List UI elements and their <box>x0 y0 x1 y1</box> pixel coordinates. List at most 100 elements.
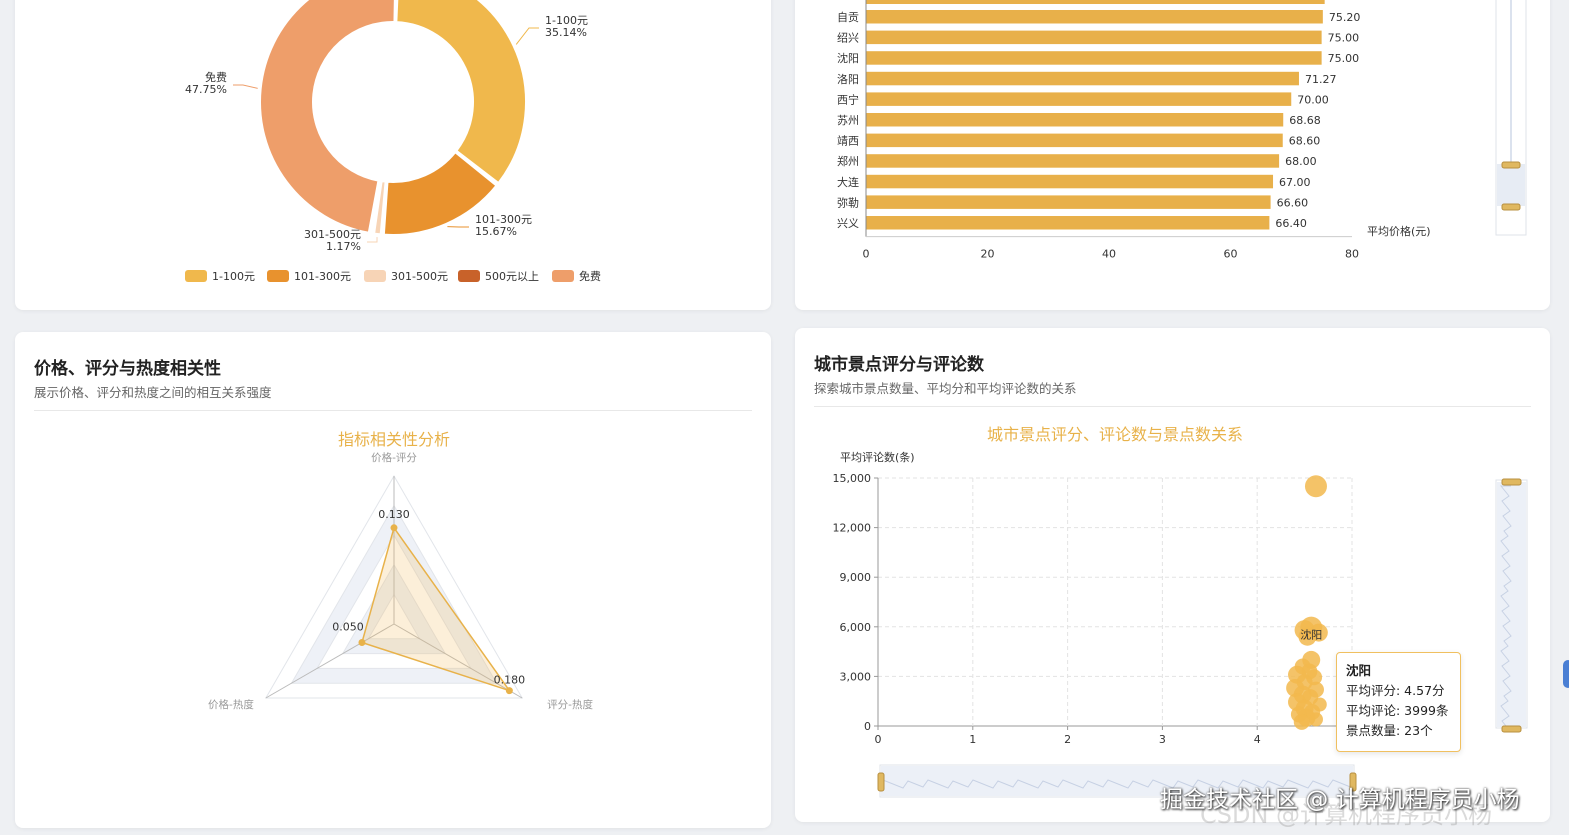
radar-point <box>505 687 513 695</box>
slice-percent: 1.17% <box>326 240 361 253</box>
chart-tooltip: 沈阳 平均评分: 4.57分 平均评论: 3999条 景点数量: 23个 <box>1336 652 1461 752</box>
x-tick-label: 3 <box>1159 733 1166 746</box>
radar-value-label: 0.180 <box>494 674 526 687</box>
y-tick-label: 弥勒 <box>837 195 859 209</box>
bar-value-label: 75.20 <box>1329 11 1361 24</box>
radar-indicator: 价格-热度 <box>208 698 254 711</box>
legend-item: 1-100元 <box>212 270 255 283</box>
bar <box>866 51 1322 65</box>
city-price-card: 自贡 75.20 绍兴 75.00 沈阳 75.00 洛阳 71.27 西宁 70.00 苏州 68.… <box>795 0 1550 310</box>
bar-value-label: 66.40 <box>1275 217 1307 230</box>
y-tick-label: 0 <box>864 720 871 733</box>
x-tick-label: 0 <box>875 733 882 746</box>
card-subtitle: 探索城市景点数量、平均分和平均评论数的关系 <box>814 381 1077 396</box>
zoom-handle <box>1501 203 1521 211</box>
radar-value-label: 0.130 <box>378 508 410 521</box>
radar-point <box>390 524 398 532</box>
y-tick-label: 6,000 <box>840 621 872 634</box>
correlation-card: 价格、评分与热度相关性 展示价格、评分和热度之间的相互关系强度 指标相关性分析 0… <box>15 332 771 828</box>
pie-slice <box>259 0 396 234</box>
legend-swatch <box>552 270 574 282</box>
bar-value-label: 70.00 <box>1297 93 1329 106</box>
zoom-handle <box>1501 478 1522 486</box>
y-tick-label: 12,000 <box>833 522 872 535</box>
bar <box>866 195 1271 209</box>
pie-chart: 1-100元35.14%101-300元15.67%301-500元1.17%免… <box>185 0 601 283</box>
legend-item: 免费 <box>579 269 601 283</box>
y-tick-label: 苏州 <box>837 114 859 127</box>
bar-value-label: 68.68 <box>1289 114 1321 127</box>
chart-title: 指标相关性分析 <box>338 430 450 449</box>
bar-value-label: 75.00 <box>1328 32 1360 45</box>
x-tick-label: 20 <box>981 248 995 261</box>
bar <box>866 0 1325 4</box>
radar-indicator: 价格-评分 <box>371 451 417 464</box>
x-tick-label: 2 <box>1064 733 1071 746</box>
bar-value-label: 71.27 <box>1305 73 1337 86</box>
zoom-slider-window <box>881 766 1353 796</box>
slice-label: 101-300元 <box>475 213 532 226</box>
y-tick-label: 9,000 <box>840 571 872 584</box>
card-subtitle: 展示价格、评分和热度之间的相互关系强度 <box>34 385 272 400</box>
zoom-slider-window <box>1497 164 1525 206</box>
tooltip-avg-reviews: 平均评论: 3999条 <box>1346 703 1449 718</box>
legend-swatch <box>267 270 289 282</box>
divider <box>814 406 1531 407</box>
y-tick-label: 洛阳 <box>837 72 859 86</box>
scatter-point <box>1293 713 1310 730</box>
bar-value-label: 68.60 <box>1289 135 1321 148</box>
bar-value-label: 66.60 <box>1277 196 1309 209</box>
bar-chart: 自贡 75.20 绍兴 75.00 沈阳 75.00 洛阳 71.27 西宁 70.00 苏州 68.… <box>837 0 1527 261</box>
y-tick-label: 3,000 <box>840 670 872 683</box>
radar-axis <box>393 623 523 699</box>
y-tick-label: 绍兴 <box>837 31 859 45</box>
radar-point <box>358 639 366 646</box>
zoom-handle <box>1501 161 1521 169</box>
scatter-point <box>1308 712 1323 727</box>
label-line <box>233 84 258 89</box>
zoom-handle <box>877 772 885 792</box>
x-tick-label: 1 <box>969 733 976 746</box>
legend-swatch <box>364 270 386 282</box>
bar <box>866 10 1323 24</box>
bar-value-label: 68.00 <box>1285 155 1317 168</box>
y-tick-label: 15,000 <box>833 472 872 485</box>
slice-percent: 35.14% <box>545 26 587 39</box>
price-distribution-card: 1-100元 35.14% 101-300元 15.67% 301-500元 1.17% 免… <box>15 0 771 310</box>
zoom-handle <box>1501 725 1522 733</box>
y-axis-label: 平均评论数(条) <box>840 450 915 464</box>
bar <box>866 216 1270 230</box>
bar <box>866 174 1274 189</box>
radar-indicator: 评分-热度 <box>547 698 593 711</box>
bar-value-label: 67.00 <box>1279 176 1311 189</box>
divider <box>34 410 752 411</box>
x-tick-label: 60 <box>1224 248 1238 261</box>
y-tick-label: 西宁 <box>837 92 859 106</box>
bar <box>866 30 1322 45</box>
bar <box>866 92 1292 106</box>
legend-item: 500元以上 <box>485 270 539 283</box>
bar-value-label: 75.00 <box>1328 52 1360 65</box>
scatter-point <box>1304 475 1327 498</box>
y-tick-label: 大连 <box>837 175 859 189</box>
bar <box>866 154 1280 168</box>
scatter-point <box>1298 627 1317 646</box>
point-label: 沈阳 <box>1300 628 1322 642</box>
tooltip-spot-count: 景点数量: 23个 <box>1346 723 1433 738</box>
chart-title: 城市景点评分、评论数与景点数关系 <box>987 425 1243 444</box>
slice-percent: 15.67% <box>475 225 517 238</box>
legend-item: 101-300元 <box>294 270 351 283</box>
slice-percent: 47.75% <box>185 83 227 96</box>
slice-label: 免费 <box>205 70 227 84</box>
radar-axis <box>265 623 395 699</box>
legend-swatch <box>185 270 207 282</box>
y-tick-label: 兴义 <box>837 217 859 230</box>
pie-slice <box>395 0 527 185</box>
x-tick-label: 80 <box>1345 248 1359 261</box>
float-button[interactable] <box>1563 660 1569 688</box>
bar <box>866 113 1284 127</box>
slice-label: 1-100元 <box>545 14 588 27</box>
slice-label: 301-500元 <box>304 228 361 241</box>
x-axis-label: 平均价格(元) <box>1367 224 1431 238</box>
